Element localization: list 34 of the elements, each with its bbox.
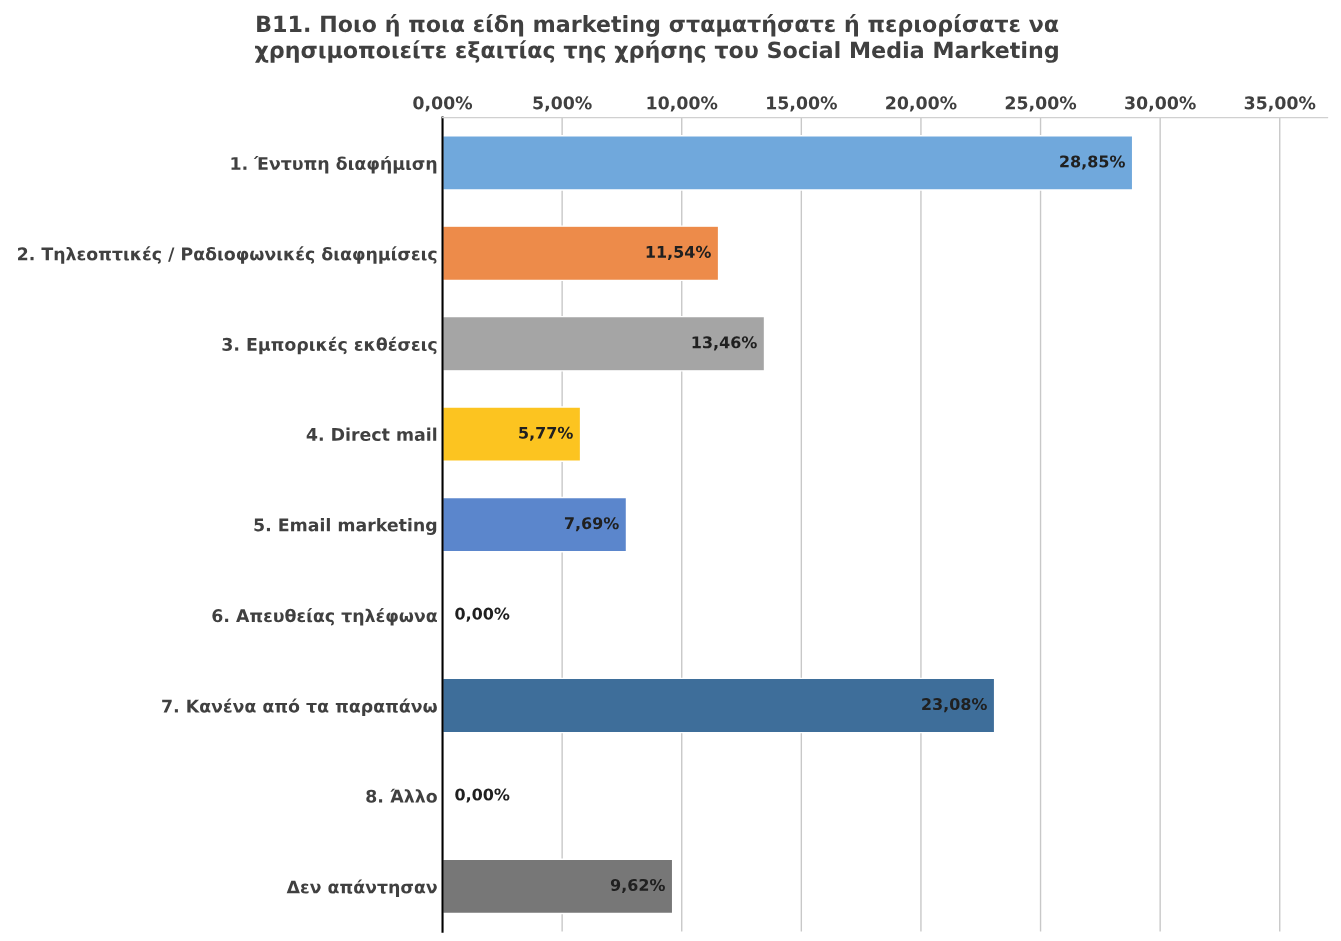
bar [442,315,766,372]
data-label: 23,08% [922,698,987,713]
y-tick-label: 2. Τηλεοπτικές / Ραδιοφωνικές διαφημίσεις [18,246,437,264]
bar [442,496,628,553]
y-tick-label: 4. Direct mail [306,427,437,442]
data-label: 9,62% [610,878,665,894]
x-tick-label: 5,00% [533,96,592,112]
x-tick-label: 10,00% [647,96,718,112]
data-label: 0,00% [455,788,510,803]
y-tick-label: 8. Άλλο [366,788,437,803]
y-tick-label: 7. Κανένα από τα παραπάνω [162,698,437,717]
bar [442,858,674,915]
chart-title: B11. Ποιο ή ποια είδη marketing σταματήσατε ή περιορίσατε να χρησιμοποιείτε εξαιτίας της χρήσης του Social Media Marketing [255,14,1059,63]
data-label: 11,54% [646,245,711,260]
x-tick-label: 15,00% [767,96,837,112]
bar [442,406,582,462]
x-tick-label: 25,00% [1005,96,1077,112]
y-tick-label: 5. Email marketing [254,518,437,535]
data-label: 7,69% [564,517,619,532]
data-label: 5,77% [519,426,573,441]
x-tick-label: 35,00% [1244,96,1316,112]
x-tick-label: 20,00% [886,96,957,112]
x-tick-label: 0,00% [413,96,473,112]
data-label: 28,85% [1060,155,1125,170]
bar [442,135,1134,191]
y-tick-label: Δεν απάντησαν [286,879,437,897]
data-label: 13,46% [692,336,757,351]
y-tick-label: 1. Έντυπη διαφήμιση [231,155,437,174]
x-tick-label: 30,00% [1125,96,1196,112]
bar [442,677,996,734]
bar [442,225,720,282]
y-tick-label: 6. Απευθείας τηλέφωνα [212,608,437,626]
y-tick-label: 3. Εμπορικές εκθέσεις [222,336,437,355]
data-label: 0,00% [455,607,510,622]
